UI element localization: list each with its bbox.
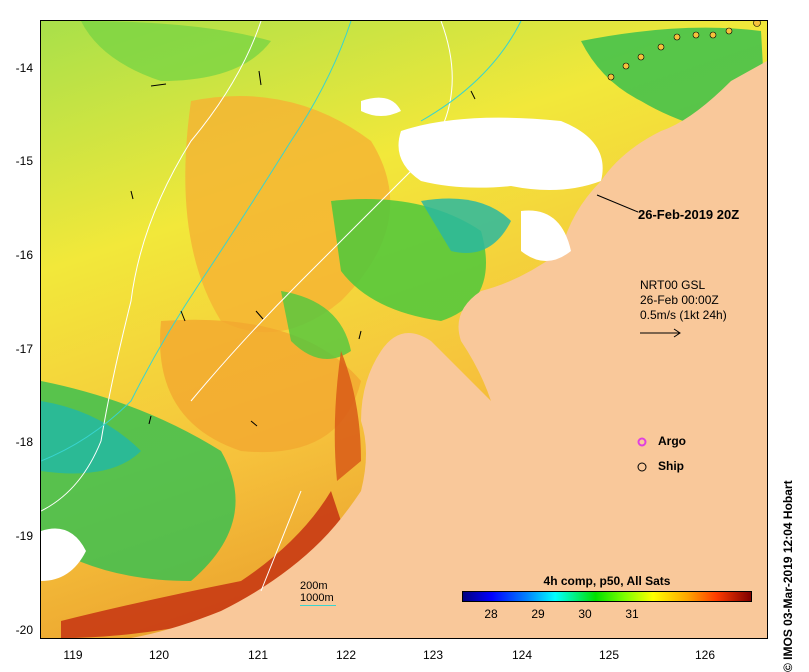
depth-1000m-label: 1000m	[300, 592, 334, 604]
lon-tick: 123	[422, 648, 444, 662]
lon-tick: 122	[335, 648, 357, 662]
lat-tick: -16	[15, 248, 33, 262]
colorbar-tick: 29	[531, 607, 545, 621]
sst-field	[41, 21, 767, 638]
current-vectors	[130, 70, 476, 427]
lon-tick: 126	[694, 648, 716, 662]
ship-label: Ship	[658, 459, 684, 473]
colorbar-tick: 30	[578, 607, 592, 621]
vector-scale: 0.5m/s (1kt 24h)	[640, 308, 727, 322]
lon-tick: 119	[63, 648, 83, 662]
colorbar-tick: 31	[625, 607, 639, 621]
valid-time-label: 26-Feb-2019 20Z	[638, 207, 740, 222]
lat-tick: -20	[15, 623, 33, 637]
land-mass	[131, 61, 767, 638]
lon-tick: 124	[511, 648, 533, 662]
credit-label: © IMOS 03-Mar-2019 12:04 Hobart	[781, 480, 795, 672]
scale-arrow-icon	[640, 328, 681, 338]
ship-marker-icon	[637, 462, 647, 472]
colorbar-tick: 28	[484, 607, 498, 621]
lat-tick: -14	[15, 61, 33, 75]
argo-marker-icon	[637, 437, 647, 447]
lat-tick: -17	[15, 342, 33, 356]
colorbar	[462, 591, 752, 602]
sst-map	[40, 20, 768, 639]
vector-source: NRT00 GSL	[640, 278, 706, 292]
lon-tick: 121	[247, 648, 269, 662]
lat-tick: -15	[15, 154, 33, 168]
vector-legend: NRT00 GSL 26-Feb 00:00Z 0.5m/s (1kt 24h)	[640, 278, 727, 339]
ship-markers	[607, 21, 761, 81]
lat-tick: -18	[15, 435, 33, 449]
isobath-200m	[41, 21, 262, 512]
depth-legend: 200m 1000m	[300, 580, 336, 609]
lat-tick: -19	[15, 529, 33, 543]
vector-time: 26-Feb 00:00Z	[640, 293, 719, 307]
lon-tick: 120	[148, 648, 170, 662]
depth-200m-label: 200m	[300, 580, 328, 592]
lon-tick: 125	[598, 648, 620, 662]
depth-1000m-line	[300, 605, 336, 606]
colorbar-title: 4h comp, p50, All Sats	[543, 574, 671, 588]
valid-time-pointer	[596, 194, 639, 213]
cloud-patch	[398, 117, 603, 190]
argo-label: Argo	[658, 434, 686, 448]
isobath-1000m	[41, 21, 352, 462]
